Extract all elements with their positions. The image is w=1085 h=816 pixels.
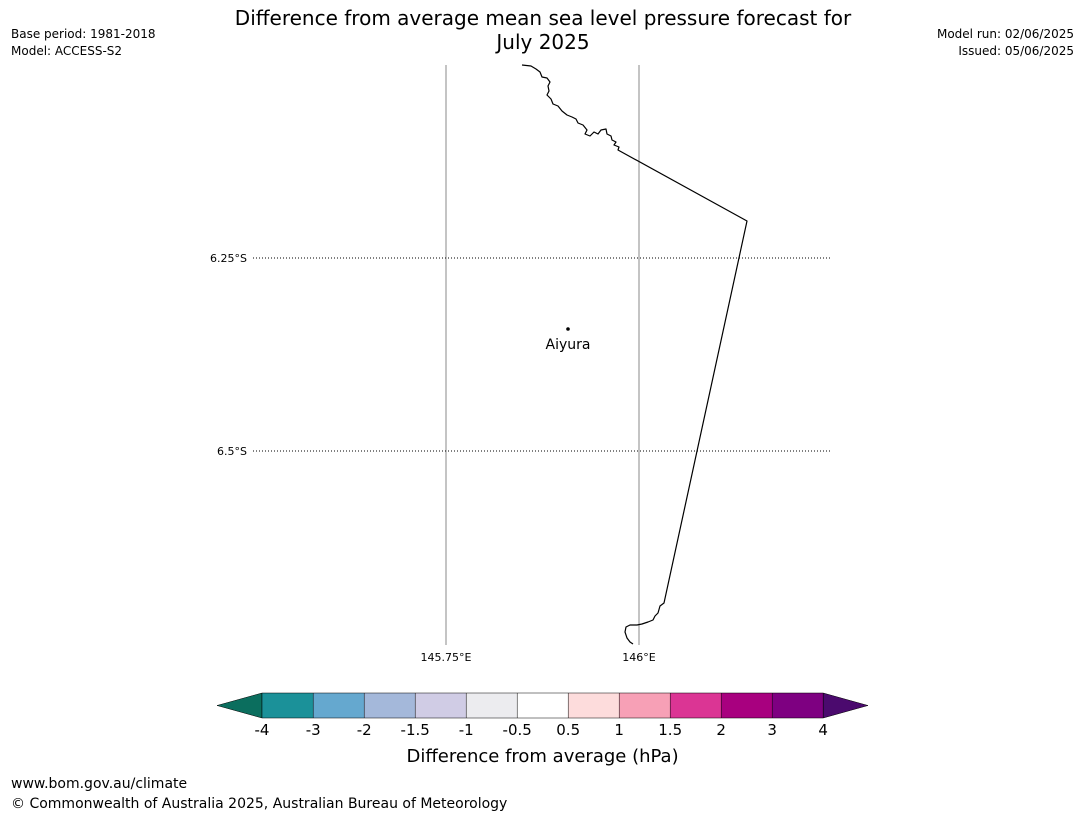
colorbar-tick-label: 3 <box>767 721 777 739</box>
colorbar-tick-label: -2 <box>357 721 372 739</box>
footer-url-link[interactable]: www.bom.gov.au/climate <box>11 776 188 792</box>
colorbar-bin-1 <box>262 693 314 718</box>
colorbar-bin-2 <box>313 693 365 718</box>
colorbar-bin-8 <box>619 693 671 718</box>
colorbar: -4 -3 -2 -1.5 -1 -0.5 0.5 1 1.5 2 3 4 Di… <box>216 692 869 767</box>
colorbar-tick-label: -4 <box>255 721 270 739</box>
aiyura-location-dot <box>566 327 570 331</box>
colorbar-bin-4 <box>415 693 467 718</box>
colorbar-bin-10 <box>721 693 773 718</box>
colorbar-tick-label: 1.5 <box>658 721 682 739</box>
model-run-text: Model run: 02/06/2025 <box>936 27 1074 41</box>
colorbar-tick-label: -0.5 <box>503 721 532 739</box>
aiyura-label: Aiyura <box>546 337 591 353</box>
issued-text: Issued: 05/06/2025 <box>958 44 1074 58</box>
colorbar-bin-7 <box>568 693 620 718</box>
metadata-right: Model run: 02/06/2025 Issued: 05/06/2025 <box>937 26 1074 60</box>
colorbar-tick-label: -3 <box>306 721 321 739</box>
colorbar-bin-9 <box>670 693 722 718</box>
copyright-text: © Commonwealth of Australia 2025, Austra… <box>11 796 508 812</box>
colorbar-tick-label: 4 <box>818 721 828 739</box>
title-line-1: Difference from average mean sea level p… <box>234 6 852 30</box>
colorbar-low-extend <box>216 692 263 719</box>
colorbar-high-extend <box>822 692 869 719</box>
lon-label-146: 146°E <box>622 651 655 664</box>
colorbar-tick-label: -1 <box>459 721 474 739</box>
colorbar-title: Difference from average (hPa) <box>407 746 679 767</box>
lat-label-6-25: 6.25°S <box>210 252 247 265</box>
colorbar-tick-label: 2 <box>716 721 726 739</box>
title-line-2: July 2025 <box>496 30 590 54</box>
colorbar-tick-label: 0.5 <box>556 721 580 739</box>
lat-label-6-5: 6.5°S <box>217 445 247 458</box>
colorbar-tick-label: 1 <box>614 721 624 739</box>
colorbar-tick-label: -1.5 <box>401 721 430 739</box>
colorbar-bin-3 <box>364 693 416 718</box>
colorbar-bin-6 <box>517 693 569 718</box>
model-text: Model: ACCESS-S2 <box>11 44 123 58</box>
lon-label-145-75: 145.75°E <box>421 651 472 664</box>
region-boundary-line <box>521 64 748 645</box>
colorbar-bin-5 <box>466 693 518 718</box>
footer: www.bom.gov.au/climate © Commonwealth of… <box>11 774 507 814</box>
colorbar-bin-11 <box>772 693 824 718</box>
map-title: Difference from average mean sea level p… <box>200 6 886 54</box>
base-period-text: Base period: 1981-2018 <box>11 27 156 41</box>
metadata-left: Base period: 1981-2018 Model: ACCESS-S2 <box>11 26 156 60</box>
